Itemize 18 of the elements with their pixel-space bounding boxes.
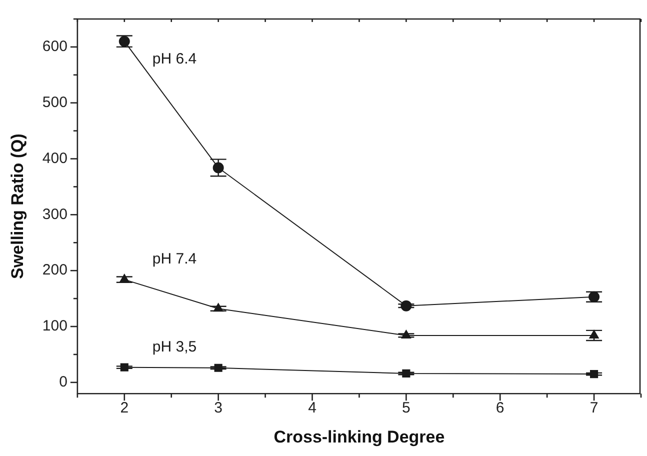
y-tick-label: 200 <box>42 262 68 279</box>
y-tick-label: 600 <box>42 38 68 56</box>
x-axis-title: Cross-linking Degree <box>274 427 445 446</box>
y-tick-label: 300 <box>42 206 68 223</box>
series-label: pH 7.4 <box>152 250 197 268</box>
y-tick-label: 400 <box>42 150 68 167</box>
x-tick-label: 3 <box>214 400 222 417</box>
x-tick-label: 7 <box>590 400 598 417</box>
y-axis-title: Swelling Ratio (Q) <box>8 134 27 280</box>
x-tick-label: 2 <box>120 400 129 417</box>
x-tick-label: 5 <box>402 400 410 417</box>
x-tick-label: 4 <box>308 400 316 417</box>
series-label: pH 3,5 <box>152 338 197 356</box>
y-tick-label: 100 <box>42 318 68 335</box>
x-tick-label: 6 <box>496 400 504 417</box>
y-tick-label: 0 <box>59 374 68 391</box>
y-tick-label: 500 <box>42 94 68 112</box>
series-label: pH 6.4 <box>152 50 197 68</box>
